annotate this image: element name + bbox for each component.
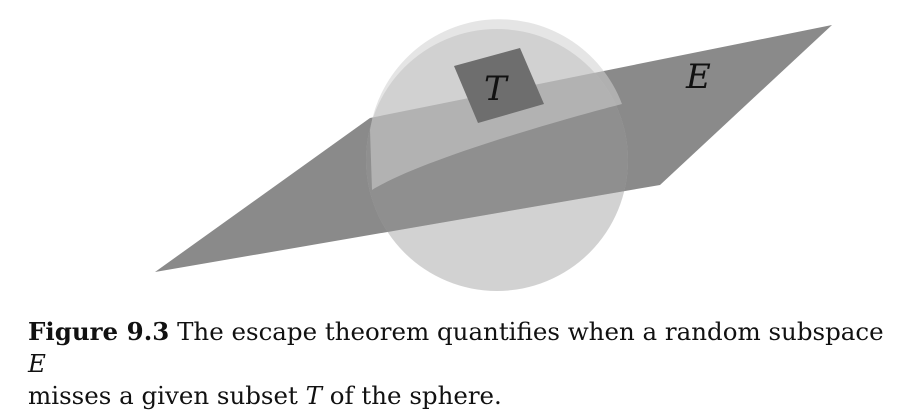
subset-t-patch <box>454 48 544 123</box>
plane-sphere-intersection <box>366 29 628 272</box>
caption-text-2a: misses a given subset <box>28 381 298 410</box>
caption-line-2: misses a given subset T of the sphere. <box>28 380 908 412</box>
caption-math-e: E <box>28 349 46 378</box>
label-e: E <box>685 57 711 97</box>
caption-text-2b: of the sphere. <box>329 381 502 410</box>
figure-caption: Figure 9.3 The escape theorem quantifies… <box>28 316 908 412</box>
escape-theorem-figure: T E <box>155 19 832 291</box>
caption-text-1: The escape theorem quantifies when a ran… <box>177 317 884 346</box>
caption-line-1: Figure 9.3 The escape theorem quantifies… <box>28 316 908 380</box>
figure-number: Figure 9.3 <box>28 317 170 346</box>
label-t: T <box>484 69 509 109</box>
caption-math-t: T <box>305 381 322 410</box>
